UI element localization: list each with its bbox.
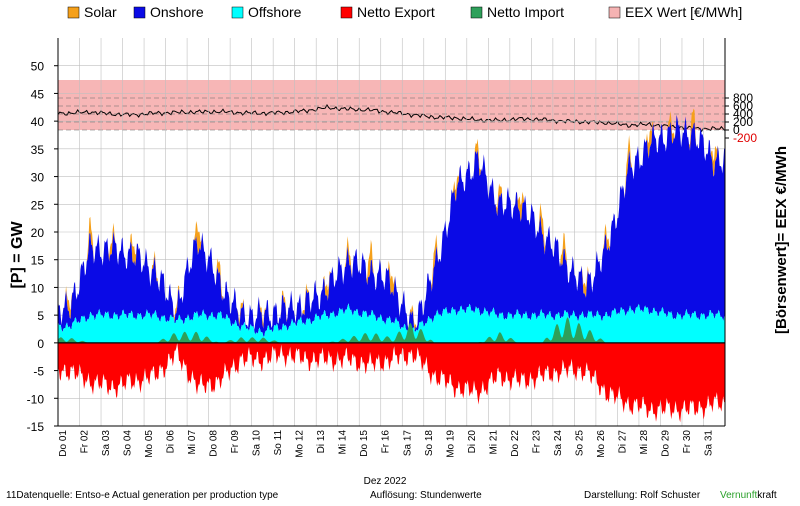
left-axis-tick-label: 10 [31,281,45,295]
legend-swatch [231,6,244,19]
legend-label: Solar [84,4,117,20]
right-axis-tick-label: -200 [733,131,757,145]
x-axis-day-label: So 04 [123,430,134,457]
x-axis-day-label: Sa 10 [252,430,263,457]
x-axis-day-label: Sa 24 [553,430,564,457]
series-areas [58,108,725,423]
right-axis-tick-label: 200 [733,115,753,129]
x-axis-day-label: Fr 30 [682,430,693,454]
right-axis-tick-label: 800 [733,91,753,105]
brand-part-2: kraft [757,490,777,501]
left-axis-tick-label: 35 [31,143,45,157]
x-axis-day-label: So 25 [574,430,585,457]
eex-price-area [57,80,726,133]
x-axis-day-label: So 11 [273,430,284,456]
x-axis-day-label: Mo 19 [445,430,456,458]
left-axis-tick-label: 45 [31,87,45,101]
legend: Solar Onshore Offshore Netto Export Netto Im… [67,4,742,20]
x-axis-day-label: Di 06 [166,430,177,454]
x-axis-day-label: Do 22 [510,430,521,457]
left-axis-tick-label: 50 [31,60,45,74]
x-axis-day-label: Mo 05 [144,430,155,458]
legend-swatch [340,6,353,19]
left-axis-tick-label: 30 [31,171,45,185]
legend-swatch [470,6,483,19]
x-axis-day-label: Fr 09 [230,430,241,454]
series-netto-export-area [58,342,725,423]
left-axis-tick-label: 0 [37,337,44,351]
x-axis-day-label: Fr 02 [80,430,91,454]
brand-part-1: Vernunft [720,490,758,501]
series-onshore-area [58,114,725,337]
x-axis-day-label: Sa 31 [704,430,715,457]
x-axis-day-label: Di 27 [617,430,628,454]
left-axis-tick-label: 20 [31,226,45,240]
eex-price-line [57,104,726,133]
legend-label: Netto Export [357,4,435,20]
x-axis-day-label: Mo 12 [295,430,306,458]
left-axis-tick-label: 5 [37,309,44,323]
footer-author: Darstellung: Rolf Schuster [584,490,701,501]
legend-label: Offshore [248,4,302,20]
series-solar-area [58,108,725,331]
x-axis-day-label: Sa 03 [101,430,112,457]
footer-resolution: Auflösung: Stundenwerte [370,490,482,501]
x-axis-day-label: Do 15 [359,430,370,457]
left-axis-tick-label: 40 [31,115,45,129]
legend-label: Onshore [150,4,204,20]
y-axis-label-left: [P] = GW [9,221,26,289]
legend-label: EEX Wert [€/MWh] [625,4,742,20]
legend-swatch [133,6,146,19]
x-axis-label: Dez 2022 [364,476,407,487]
right-axis-tick-label: 400 [733,107,753,121]
right-axis-tick-label: 600 [733,99,753,113]
legend-label: Netto Import [487,4,564,20]
footer-brand: Vernunftkraft [720,490,777,501]
eex-price-fill [58,105,725,132]
x-axis-day-label: Do 08 [209,430,220,457]
left-axis-tick-label: 25 [31,198,45,212]
legend-swatch [608,6,621,19]
x-axis-day-label: Do 29 [661,430,672,457]
x-axis-day-label: Fr 23 [531,430,542,454]
right-axis-tick-label: 0 [733,123,740,137]
x-axis-day-label: Di 20 [467,430,478,454]
x-axis-day-label: Do 01 [58,430,69,457]
x-axis-day-label: Mi 14 [338,430,349,455]
left-axis-tick-label: -15 [27,420,45,434]
footer-source: 11Datenquelle: Entso-e Actual generation… [6,490,279,501]
x-axis-day-label: Fr 16 [381,430,392,454]
x-axis-day-label: Mi 21 [488,430,499,455]
x-axis-day-label: So 18 [424,430,435,457]
y-axis-label-right: [Börsenwert]= EEX €/MWh [773,146,790,334]
x-axis-day-label: Mi 07 [187,430,198,455]
x-axis-day-label: Sa 17 [402,430,413,457]
x-axis-day-label: Mi 28 [639,430,650,455]
axes: 8006004002000-20050454035302520151050-5-… [27,38,757,458]
left-axis-tick-label: -5 [33,365,44,379]
series-netto-import-area [58,317,725,343]
x-axis-day-label: Di 13 [316,430,327,454]
legend-swatch [67,6,80,19]
left-axis-tick-label: -10 [27,392,45,406]
x-axis-day-label: Mo 26 [596,430,607,458]
left-axis-tick-label: 15 [31,254,45,268]
